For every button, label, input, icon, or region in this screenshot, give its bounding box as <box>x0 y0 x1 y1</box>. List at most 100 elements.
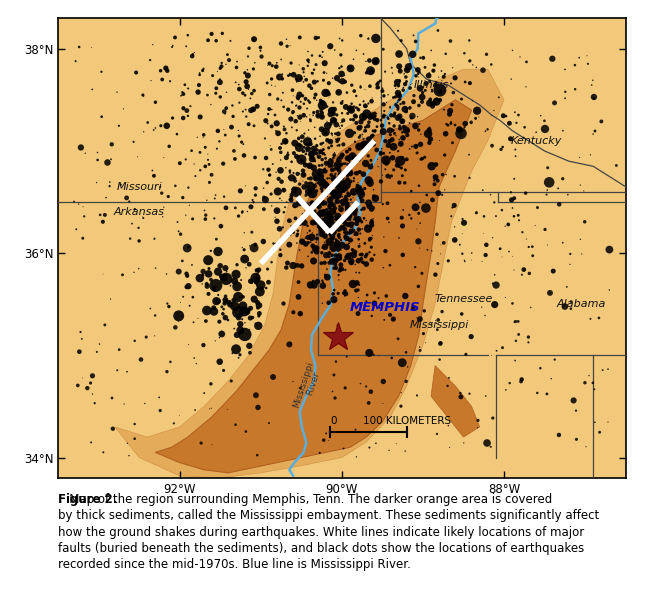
Point <box>257 283 267 293</box>
Point <box>349 201 359 211</box>
Point <box>219 304 229 314</box>
Point <box>299 182 310 192</box>
Point <box>367 159 377 169</box>
Point <box>366 216 377 226</box>
Point <box>337 36 348 45</box>
Point <box>417 88 428 97</box>
Point <box>339 443 349 453</box>
Point <box>294 169 304 178</box>
Point <box>318 103 328 113</box>
Point <box>524 242 534 252</box>
Point <box>432 318 442 328</box>
Point <box>397 221 408 231</box>
Point <box>440 69 450 79</box>
Point <box>271 168 281 177</box>
Point <box>124 451 134 460</box>
Point <box>330 178 341 188</box>
Point <box>373 78 383 88</box>
Point <box>332 177 342 187</box>
Point <box>364 348 375 358</box>
Point <box>354 183 364 193</box>
Point <box>286 192 297 201</box>
Point <box>381 97 392 107</box>
Point <box>381 155 391 165</box>
Point <box>377 86 388 96</box>
Point <box>184 301 195 310</box>
Point <box>217 302 227 312</box>
Point <box>290 174 300 183</box>
Point <box>338 116 348 125</box>
Point <box>584 371 594 381</box>
Point <box>181 269 192 278</box>
Point <box>250 152 260 162</box>
Point <box>566 304 576 313</box>
Point <box>236 275 246 285</box>
Point <box>201 316 211 326</box>
Point <box>219 273 229 283</box>
Point <box>400 79 410 89</box>
Point <box>340 291 350 301</box>
Point <box>324 252 334 261</box>
Point <box>101 193 111 203</box>
Point <box>233 292 243 302</box>
Point <box>362 249 372 259</box>
Point <box>372 116 382 125</box>
Point <box>539 116 550 126</box>
Point <box>170 322 181 332</box>
Point <box>233 211 244 221</box>
Point <box>335 217 345 227</box>
Point <box>308 163 319 172</box>
Point <box>321 180 331 190</box>
Point <box>397 171 408 180</box>
Point <box>329 105 339 114</box>
Point <box>360 198 370 208</box>
Point <box>393 103 404 113</box>
Point <box>326 200 336 209</box>
Point <box>227 348 237 358</box>
Point <box>348 206 359 215</box>
Point <box>303 56 313 65</box>
Point <box>172 129 182 139</box>
Point <box>115 180 126 189</box>
Point <box>199 64 209 74</box>
Point <box>230 77 241 87</box>
Point <box>342 234 352 243</box>
Point <box>441 119 451 129</box>
Point <box>351 214 361 223</box>
Point <box>332 193 342 203</box>
Point <box>344 238 355 248</box>
Point <box>352 181 362 191</box>
Point <box>221 59 231 69</box>
Point <box>248 313 258 322</box>
Point <box>288 107 298 117</box>
Point <box>392 160 402 170</box>
Point <box>277 70 288 79</box>
Point <box>213 247 223 257</box>
Point <box>348 279 358 289</box>
Point <box>425 134 435 144</box>
Point <box>373 293 384 303</box>
Point <box>433 25 443 35</box>
Point <box>292 152 302 162</box>
Point <box>87 389 97 399</box>
Point <box>464 36 475 45</box>
Point <box>369 191 379 201</box>
Point <box>322 87 332 97</box>
Point <box>303 252 313 261</box>
Point <box>439 150 450 160</box>
Point <box>296 137 306 146</box>
Point <box>346 160 357 169</box>
Point <box>586 80 597 90</box>
Point <box>249 34 259 44</box>
Point <box>74 199 84 209</box>
Point <box>253 321 263 331</box>
Point <box>350 209 360 219</box>
Point <box>299 71 310 81</box>
Point <box>342 148 352 157</box>
Point <box>336 235 346 245</box>
Point <box>319 164 330 174</box>
Point <box>302 202 312 212</box>
Point <box>430 172 441 182</box>
Point <box>332 194 342 204</box>
Point <box>524 269 535 278</box>
